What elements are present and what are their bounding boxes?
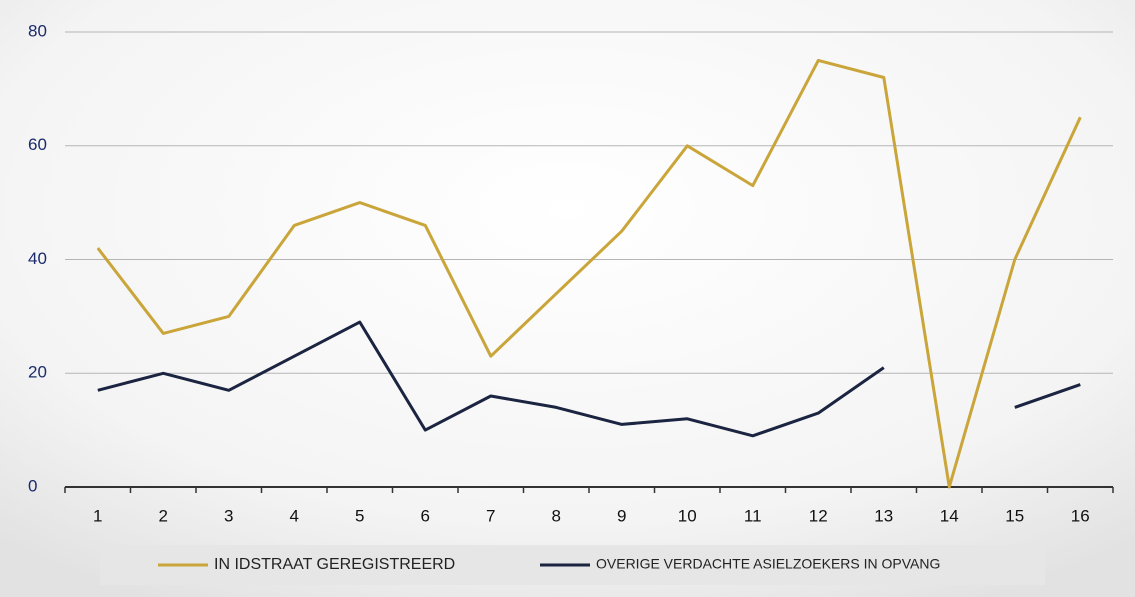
legend-label: IN IDSTRAAT GEREGISTREERD: [214, 556, 455, 573]
x-tick-label: 8: [552, 506, 561, 525]
y-tick-label: 80: [28, 21, 47, 40]
line-series: [97, 320, 1081, 438]
y-tick-label: 0: [28, 476, 37, 495]
x-tick-label: 14: [940, 506, 959, 525]
line-series: [96, 58, 1082, 489]
y-tick-label: 60: [28, 135, 47, 154]
x-tick-label: 1: [93, 506, 102, 525]
x-tick-label: 15: [1005, 506, 1024, 525]
x-tick-label: 16: [1071, 506, 1090, 525]
x-tick-label: 7: [486, 506, 495, 525]
y-tick-label: 40: [28, 249, 47, 268]
y-tick-label: 20: [28, 363, 47, 382]
x-tick-label: 11: [744, 506, 762, 525]
x-tick-label: 12: [809, 506, 828, 525]
x-tick-label: 4: [290, 506, 299, 525]
x-tick-label: 3: [224, 506, 233, 525]
legend-label: OVERIGE VERDACHTE ASIELZOEKERS IN OPVANG: [596, 556, 940, 572]
x-tick-label: 10: [678, 506, 697, 525]
x-tick-label: 2: [159, 506, 168, 525]
x-tick-label: 13: [874, 506, 893, 525]
x-tick-label: 9: [617, 506, 626, 525]
x-tick-label: 6: [421, 506, 430, 525]
x-tick-label: 5: [355, 506, 364, 525]
